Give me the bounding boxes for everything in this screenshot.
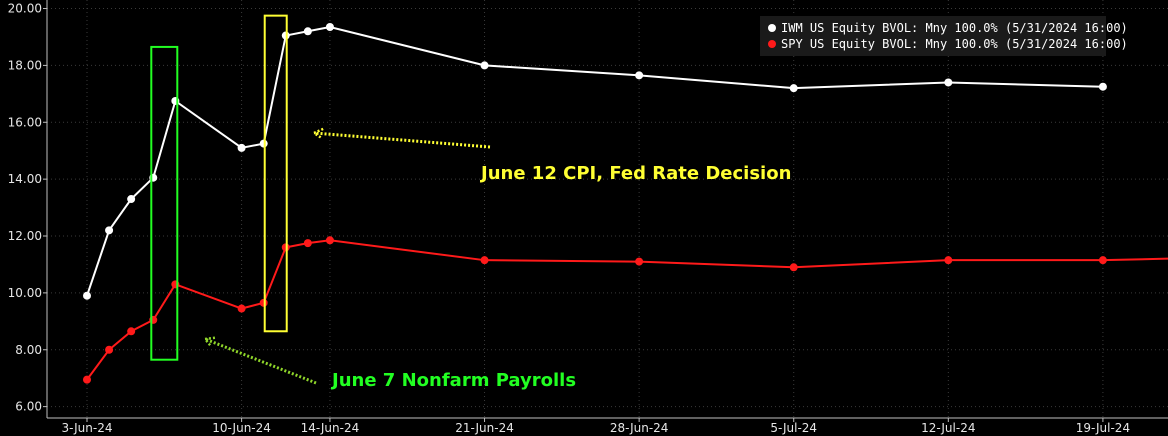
x-tick-label: 21-Jun-24	[455, 421, 514, 435]
spy-series-line	[86, 239, 1168, 381]
spy-data-point	[105, 345, 114, 354]
iwm-data-point	[303, 27, 312, 36]
iwm-data-point	[105, 226, 114, 235]
spy-data-point	[1098, 256, 1107, 265]
y-tick-label: 10.00	[8, 286, 42, 300]
x-tick-label: 19-Jul-24	[1076, 421, 1130, 435]
payrolls-arrow-head	[202, 336, 216, 348]
legend-entry-spy: SPY US Equity BVOL: Mny 100.0% (5/31/202…	[781, 37, 1128, 51]
x-tick-label: 12-Jul-24	[921, 421, 975, 435]
iwm-data-point	[325, 23, 334, 32]
spy-data-point	[237, 304, 246, 313]
payrolls-arrow-shaft	[204, 337, 317, 385]
legend-marker-iwm	[768, 24, 776, 32]
y-tick-label: 18.00	[8, 58, 42, 72]
iwm-data-point	[789, 84, 798, 93]
spy-data-point	[83, 375, 91, 384]
iwm-data-point	[944, 78, 953, 87]
legend: IWM US Equity BVOL: Mny 100.0% (5/31/202…	[760, 16, 1128, 56]
spy-data-point	[127, 327, 136, 336]
cpi-highlight-box	[263, 14, 288, 333]
spy-data-point	[480, 256, 489, 265]
annotation-nonfarm-payrolls: June 7 Nonfarm Payrolls	[330, 370, 576, 391]
x-tick-label: 3-Jun-24	[62, 421, 113, 435]
cpi-arrow	[311, 127, 491, 149]
payrolls-arrow	[202, 336, 317, 385]
y-tick-label: 6.00	[15, 400, 42, 414]
spy-data-point	[944, 256, 953, 265]
annotation-cpi-fed: June 12 CPI, Fed Rate Decision	[479, 163, 791, 184]
y-tick-label: 16.00	[8, 115, 42, 129]
annotation-layer	[150, 14, 491, 385]
iwm-data-point	[237, 143, 246, 152]
legend-marker-spy	[768, 40, 776, 48]
x-tick-label: 10-Jun-24	[212, 421, 271, 435]
y-tick-label: 14.00	[8, 172, 42, 186]
iwm-data-point	[127, 195, 136, 204]
y-tick-label: 8.00	[15, 343, 42, 357]
iwm-data-point	[480, 61, 489, 70]
x-tick-label: 5-Jul-24	[770, 421, 817, 435]
spy-data-point	[325, 236, 334, 245]
legend-background	[760, 16, 1106, 56]
axes: 6.00 8.00 10.00 12.00 14.00 16.00 18.00 20.00 3-…	[8, 0, 1168, 435]
iwm-data-point	[635, 71, 644, 80]
x-tick-label: 28-Jun-24	[610, 421, 669, 435]
grid-lines	[47, 0, 1168, 418]
payrolls-highlight-box	[150, 45, 179, 361]
series-layer	[83, 23, 1168, 384]
y-tick-label: 20.00	[8, 2, 42, 16]
spy-data-point	[635, 257, 644, 266]
legend-entry-iwm: IWM US Equity BVOL: Mny 100.0% (5/31/202…	[781, 21, 1128, 35]
x-tick-label: 14-Jun-24	[301, 421, 360, 435]
cpi-arrow-head	[311, 127, 324, 140]
iwm-data-point	[1098, 82, 1107, 91]
spy-data-point	[259, 298, 268, 307]
cpi-arrow-shaft	[313, 131, 491, 149]
iwm-data-point	[259, 139, 268, 148]
y-tick-label: 12.00	[8, 229, 42, 243]
iwm-series-line	[86, 25, 1103, 297]
iwm-data-point	[83, 291, 91, 300]
spy-data-point	[303, 239, 312, 248]
spy-data-point	[789, 263, 798, 272]
